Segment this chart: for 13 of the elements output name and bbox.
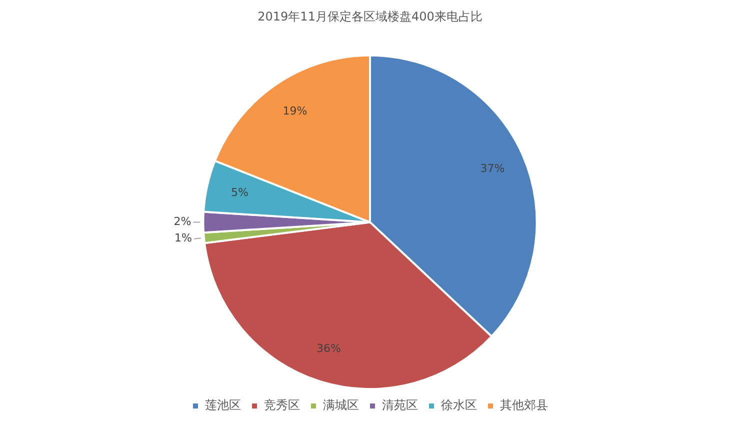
legend-label: 满城区 — [323, 398, 359, 412]
legend-label: 其他郊县 — [500, 398, 548, 412]
data-label: 37% — [480, 162, 505, 176]
legend-label: 莲池区 — [205, 398, 241, 412]
data-label: 19% — [282, 104, 308, 118]
data-label: 36% — [316, 342, 341, 355]
legend-label: 竞秀区 — [264, 398, 300, 412]
chart-title: 2019年11月保定各区域楼盘400来电占比 — [258, 9, 482, 24]
data-label: 2% — [174, 215, 192, 228]
legend-label: 徐水区 — [441, 398, 477, 412]
data-label: 1% — [174, 232, 192, 245]
data-label: 5% — [231, 186, 248, 199]
legend-label: 清苑区 — [382, 398, 418, 412]
